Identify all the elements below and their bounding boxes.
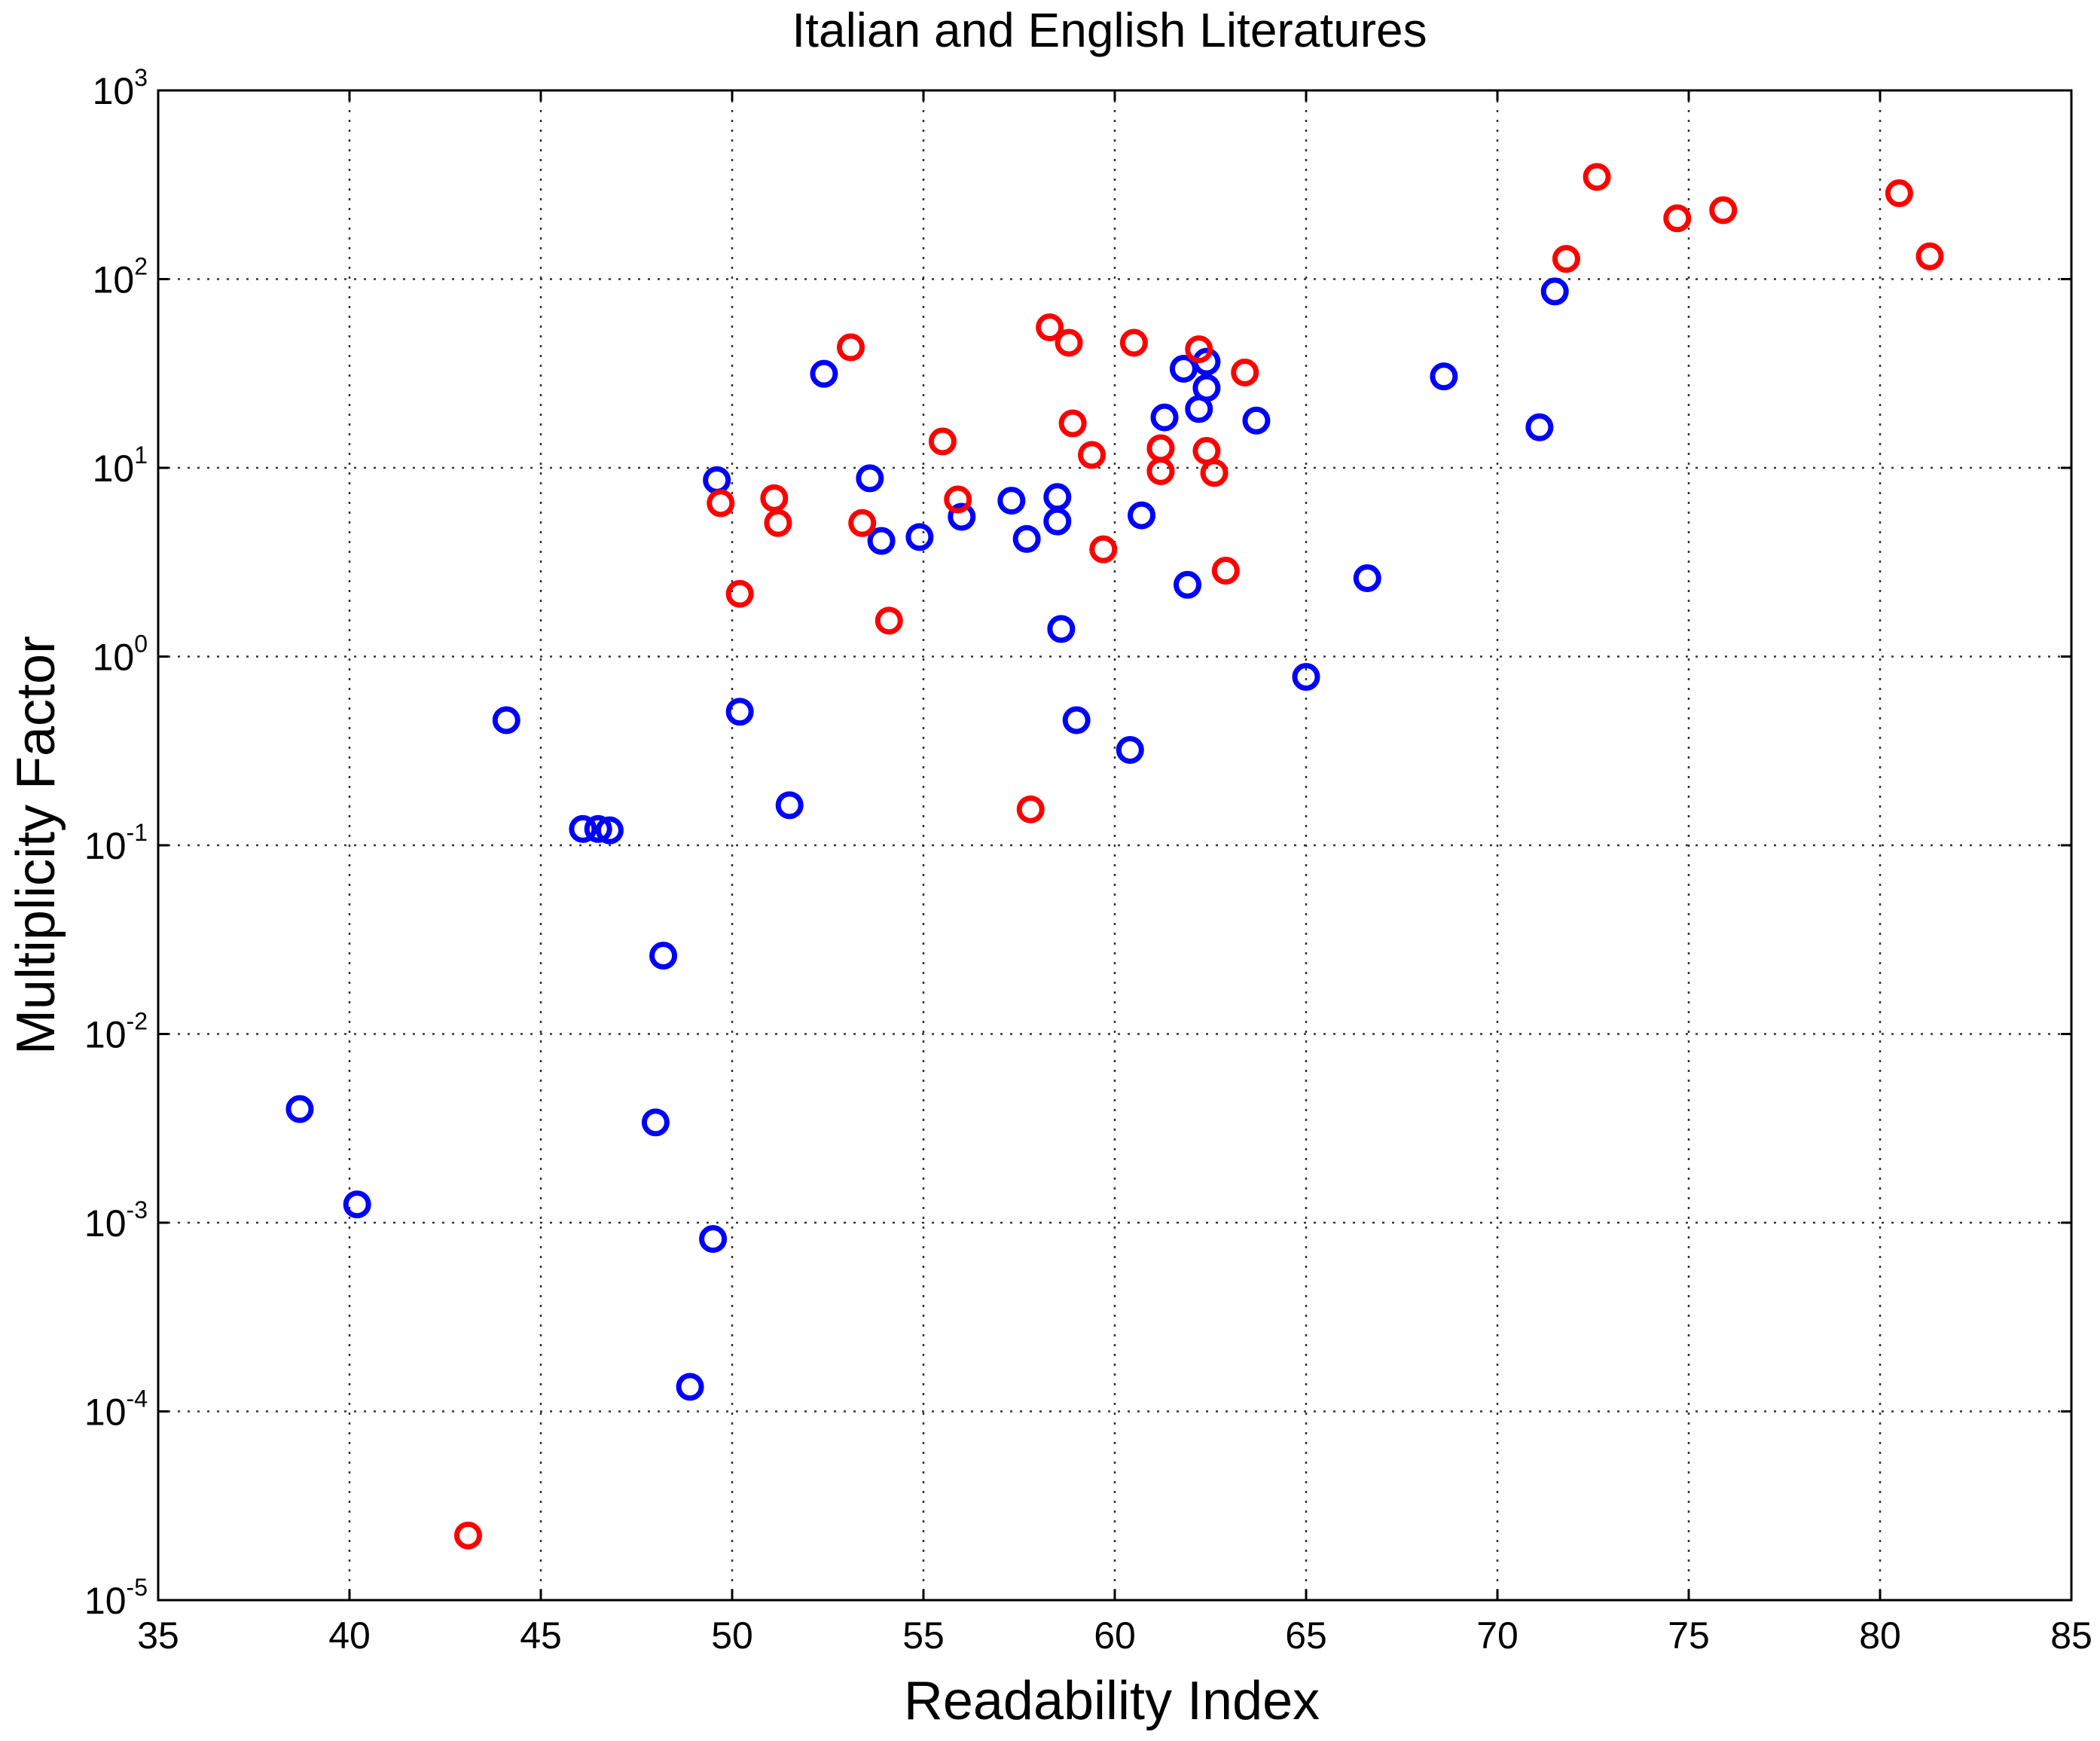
y-tick-label: 10-1 [84, 819, 148, 867]
data-point [810, 359, 838, 388]
data-point [1119, 328, 1148, 357]
data-point [1192, 374, 1221, 402]
data-point [1058, 409, 1087, 438]
data-point [1192, 436, 1221, 465]
data-point [1540, 277, 1569, 306]
data-point [1055, 328, 1083, 357]
data-point [1292, 663, 1320, 692]
data-point [948, 502, 976, 531]
data-point [1185, 335, 1213, 364]
data-point [1430, 362, 1458, 391]
y-tick-label: 10-2 [84, 1008, 148, 1056]
data-point [343, 1190, 371, 1219]
data-point [874, 606, 903, 635]
data-point [641, 1108, 670, 1137]
y-tick-label: 102 [93, 253, 148, 301]
data-point [707, 489, 735, 518]
data-point [1089, 535, 1118, 564]
data-point [699, 1225, 728, 1254]
data-point [1709, 196, 1738, 224]
data-point [867, 527, 896, 555]
data-point [1043, 507, 1072, 536]
data-point [1231, 358, 1259, 386]
data-point [856, 464, 884, 493]
data-point [1128, 501, 1156, 530]
data-point [1885, 179, 1913, 208]
x-axis: 35 40 45 50 55 60 65 70 75 80 85 [137, 90, 2092, 1657]
data-point [760, 484, 789, 512]
data-point [997, 487, 1026, 515]
x-tick-label: 35 [137, 1614, 179, 1657]
data-points [285, 163, 1944, 1550]
data-point [1583, 163, 1611, 191]
data-point [1012, 524, 1041, 553]
data-point [1200, 459, 1229, 487]
data-point [1525, 413, 1554, 441]
data-point [595, 816, 624, 845]
data-point [1146, 457, 1175, 485]
x-tick-label: 40 [328, 1614, 371, 1657]
x-tick-label: 60 [1094, 1614, 1136, 1657]
y-axis-label: Multiplicity Factor [6, 636, 66, 1055]
x-tick-label: 65 [1285, 1614, 1327, 1657]
data-point [1062, 706, 1091, 735]
y-tick-label: 103 [93, 64, 148, 112]
data-point [584, 814, 612, 843]
data-point [492, 706, 520, 735]
x-tick-label: 85 [2050, 1614, 2092, 1657]
data-point [1663, 204, 1692, 233]
data-point [836, 333, 865, 362]
y-tick-label: 100 [93, 631, 148, 679]
x-tick-label: 70 [1476, 1614, 1519, 1657]
data-point [848, 509, 877, 537]
y-tick-label: 10-5 [84, 1574, 148, 1622]
x-tick-label: 80 [1859, 1614, 1901, 1657]
data-point [453, 1521, 482, 1550]
data-point [1116, 735, 1144, 764]
data-point [1150, 403, 1179, 432]
x-axis-label: Readability Index [904, 1671, 1320, 1731]
data-point [703, 466, 731, 494]
y-tick-label: 10-4 [84, 1385, 148, 1434]
x-tick-label: 55 [902, 1614, 945, 1657]
data-point [1078, 441, 1106, 469]
data-point [1353, 564, 1381, 593]
data-point [1915, 242, 1944, 270]
grid [158, 90, 2071, 1600]
x-tick-label: 45 [520, 1614, 562, 1657]
x-tick-label: 75 [1668, 1614, 1710, 1657]
data-point [905, 523, 934, 551]
data-point [676, 1373, 704, 1401]
data-point [569, 814, 597, 843]
data-point [1146, 434, 1175, 463]
data-point [1211, 557, 1240, 585]
y-tick-label: 10-3 [84, 1196, 148, 1245]
x-tick-label: 50 [711, 1614, 753, 1657]
data-point [725, 698, 754, 726]
data-point [928, 427, 957, 456]
data-point [1043, 483, 1072, 512]
data-point [1047, 615, 1076, 643]
data-point [775, 791, 804, 820]
data-point [1242, 406, 1271, 435]
data-point [1552, 245, 1580, 273]
data-point [944, 485, 972, 514]
y-tick-label: 101 [93, 441, 148, 490]
data-point [1016, 795, 1045, 823]
data-point [725, 579, 754, 608]
data-point [1036, 313, 1064, 342]
y-axis: 10-5 10-4 10-3 10-2 10-1 100 101 102 103 [84, 64, 2071, 1622]
chart-title: Italian and English Literatures [792, 3, 1427, 57]
data-point [764, 509, 792, 537]
data-point [285, 1095, 314, 1123]
data-point [1174, 570, 1202, 599]
data-point [649, 942, 678, 970]
